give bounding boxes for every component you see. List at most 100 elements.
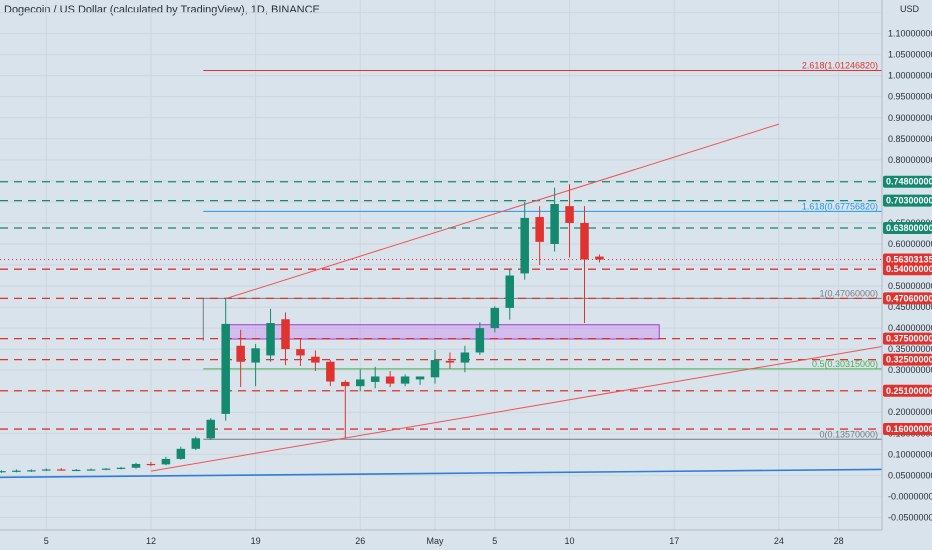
y-tick-label: 1.00000000 bbox=[888, 71, 932, 81]
fib-label: 1.618(0.67756820) bbox=[802, 201, 878, 211]
x-tick-label: 24 bbox=[774, 536, 784, 546]
fib-label: 0.5(0.30315000) bbox=[812, 359, 878, 369]
candle-body bbox=[57, 469, 66, 471]
candle-up bbox=[520, 201, 529, 280]
candle-up bbox=[176, 446, 186, 460]
price-badge: 0.47060000 bbox=[883, 292, 932, 305]
price-badge: 0.74800000 bbox=[883, 175, 932, 188]
badge-bg bbox=[883, 263, 932, 276]
y-tick-label: 0.80000000 bbox=[888, 155, 932, 165]
candle-down bbox=[565, 184, 574, 258]
badge-bg bbox=[883, 221, 932, 234]
y-tick-label: -0.05000000 bbox=[888, 512, 932, 522]
price-badge: 0.32500000 bbox=[883, 353, 932, 366]
candle-up bbox=[0, 470, 6, 473]
candle-body bbox=[385, 376, 395, 384]
badge-bg bbox=[883, 253, 932, 266]
candle-up bbox=[71, 469, 81, 472]
candle-body bbox=[326, 361, 335, 382]
candle-up bbox=[221, 298, 230, 421]
y-tick-label: 0.95000000 bbox=[888, 92, 932, 102]
candle-body bbox=[550, 204, 559, 244]
price-badge: 0.37500000 bbox=[883, 332, 932, 345]
trendline bbox=[150, 338, 929, 472]
time-axis-panel[interactable] bbox=[0, 530, 932, 550]
x-tick-label: 12 bbox=[146, 536, 156, 546]
candle-body bbox=[490, 307, 500, 329]
x-tick-label: 17 bbox=[669, 536, 679, 546]
candle-body bbox=[101, 468, 111, 470]
price-badge: 0.54000000 bbox=[883, 263, 932, 276]
x-tick-label: 19 bbox=[251, 536, 261, 546]
candle-body bbox=[595, 256, 604, 260]
y-tick-label: 0.10000000 bbox=[888, 449, 932, 459]
candle-body bbox=[370, 376, 380, 382]
candle-body bbox=[341, 381, 350, 387]
fib-label: 2.618(1.01246820) bbox=[802, 60, 878, 70]
candle-body bbox=[131, 463, 141, 468]
candle-body bbox=[191, 438, 201, 449]
candle-down bbox=[281, 312, 290, 366]
y-tick-label: 1.05000000 bbox=[888, 50, 932, 60]
candle-body bbox=[415, 376, 425, 380]
candle-down bbox=[385, 371, 395, 387]
candle-body bbox=[236, 345, 245, 362]
x-tick-label: 5 bbox=[492, 536, 497, 546]
candle-body bbox=[251, 348, 260, 363]
y-tick-label: 0.60000000 bbox=[888, 239, 932, 249]
fib-label: 0(0.13570000) bbox=[819, 429, 878, 439]
currency-label: USD bbox=[900, 4, 920, 14]
candle-body bbox=[430, 360, 440, 378]
candle-body bbox=[266, 323, 275, 356]
levels-layer bbox=[0, 181, 882, 430]
badge-label: 0.32500000 bbox=[886, 355, 932, 365]
candle-down bbox=[57, 468, 66, 471]
y-tick-label: 0.05000000 bbox=[888, 470, 932, 480]
candle-body bbox=[400, 376, 410, 384]
candle-body bbox=[42, 469, 51, 471]
candle-body bbox=[520, 217, 529, 274]
badge-label: 0.74800000 bbox=[886, 177, 932, 187]
candle-up bbox=[370, 366, 380, 389]
candle-body bbox=[565, 206, 574, 223]
candle-body bbox=[356, 379, 365, 387]
fib-label: 1(0.47060000) bbox=[819, 288, 878, 298]
y-tick-label: -0.00000000 bbox=[888, 491, 932, 501]
candle-body bbox=[71, 469, 81, 472]
candle-body bbox=[176, 448, 186, 459]
y-tick-label: 0.20000000 bbox=[888, 407, 932, 417]
candle-down bbox=[296, 338, 305, 366]
candle-up bbox=[475, 322, 485, 356]
supply-demand-zone bbox=[225, 324, 660, 340]
candle-up bbox=[206, 418, 215, 440]
candle-body bbox=[161, 458, 171, 465]
candle-body bbox=[116, 467, 126, 469]
y-tick-label: 1.10000000 bbox=[888, 29, 932, 39]
candle-up bbox=[266, 308, 275, 362]
candle-up bbox=[42, 468, 51, 472]
candle-down bbox=[580, 206, 589, 324]
candle-down bbox=[595, 254, 604, 263]
y-tick-label: 0.85000000 bbox=[888, 134, 932, 144]
badge-label: 0.16000000 bbox=[886, 424, 932, 434]
price-badge: 0.25100000 bbox=[883, 384, 932, 397]
price-badge: 0.16000000 bbox=[883, 423, 932, 436]
x-tick-label: 28 bbox=[834, 536, 844, 546]
candle-body bbox=[27, 470, 36, 472]
candle-down bbox=[535, 206, 544, 265]
candle-body bbox=[12, 470, 21, 472]
candle-body bbox=[206, 419, 215, 439]
candle-up bbox=[550, 187, 559, 252]
candle-up bbox=[116, 466, 126, 470]
candle-body bbox=[146, 463, 156, 466]
x-tick-label: May bbox=[426, 536, 444, 546]
candles-layer bbox=[0, 184, 604, 473]
candle-down bbox=[445, 352, 455, 369]
candle-up bbox=[415, 376, 425, 385]
trendline bbox=[0, 468, 929, 479]
candle-body bbox=[86, 469, 96, 471]
candle-up bbox=[251, 344, 260, 387]
candle-body bbox=[0, 471, 6, 473]
candle-up bbox=[356, 369, 365, 392]
